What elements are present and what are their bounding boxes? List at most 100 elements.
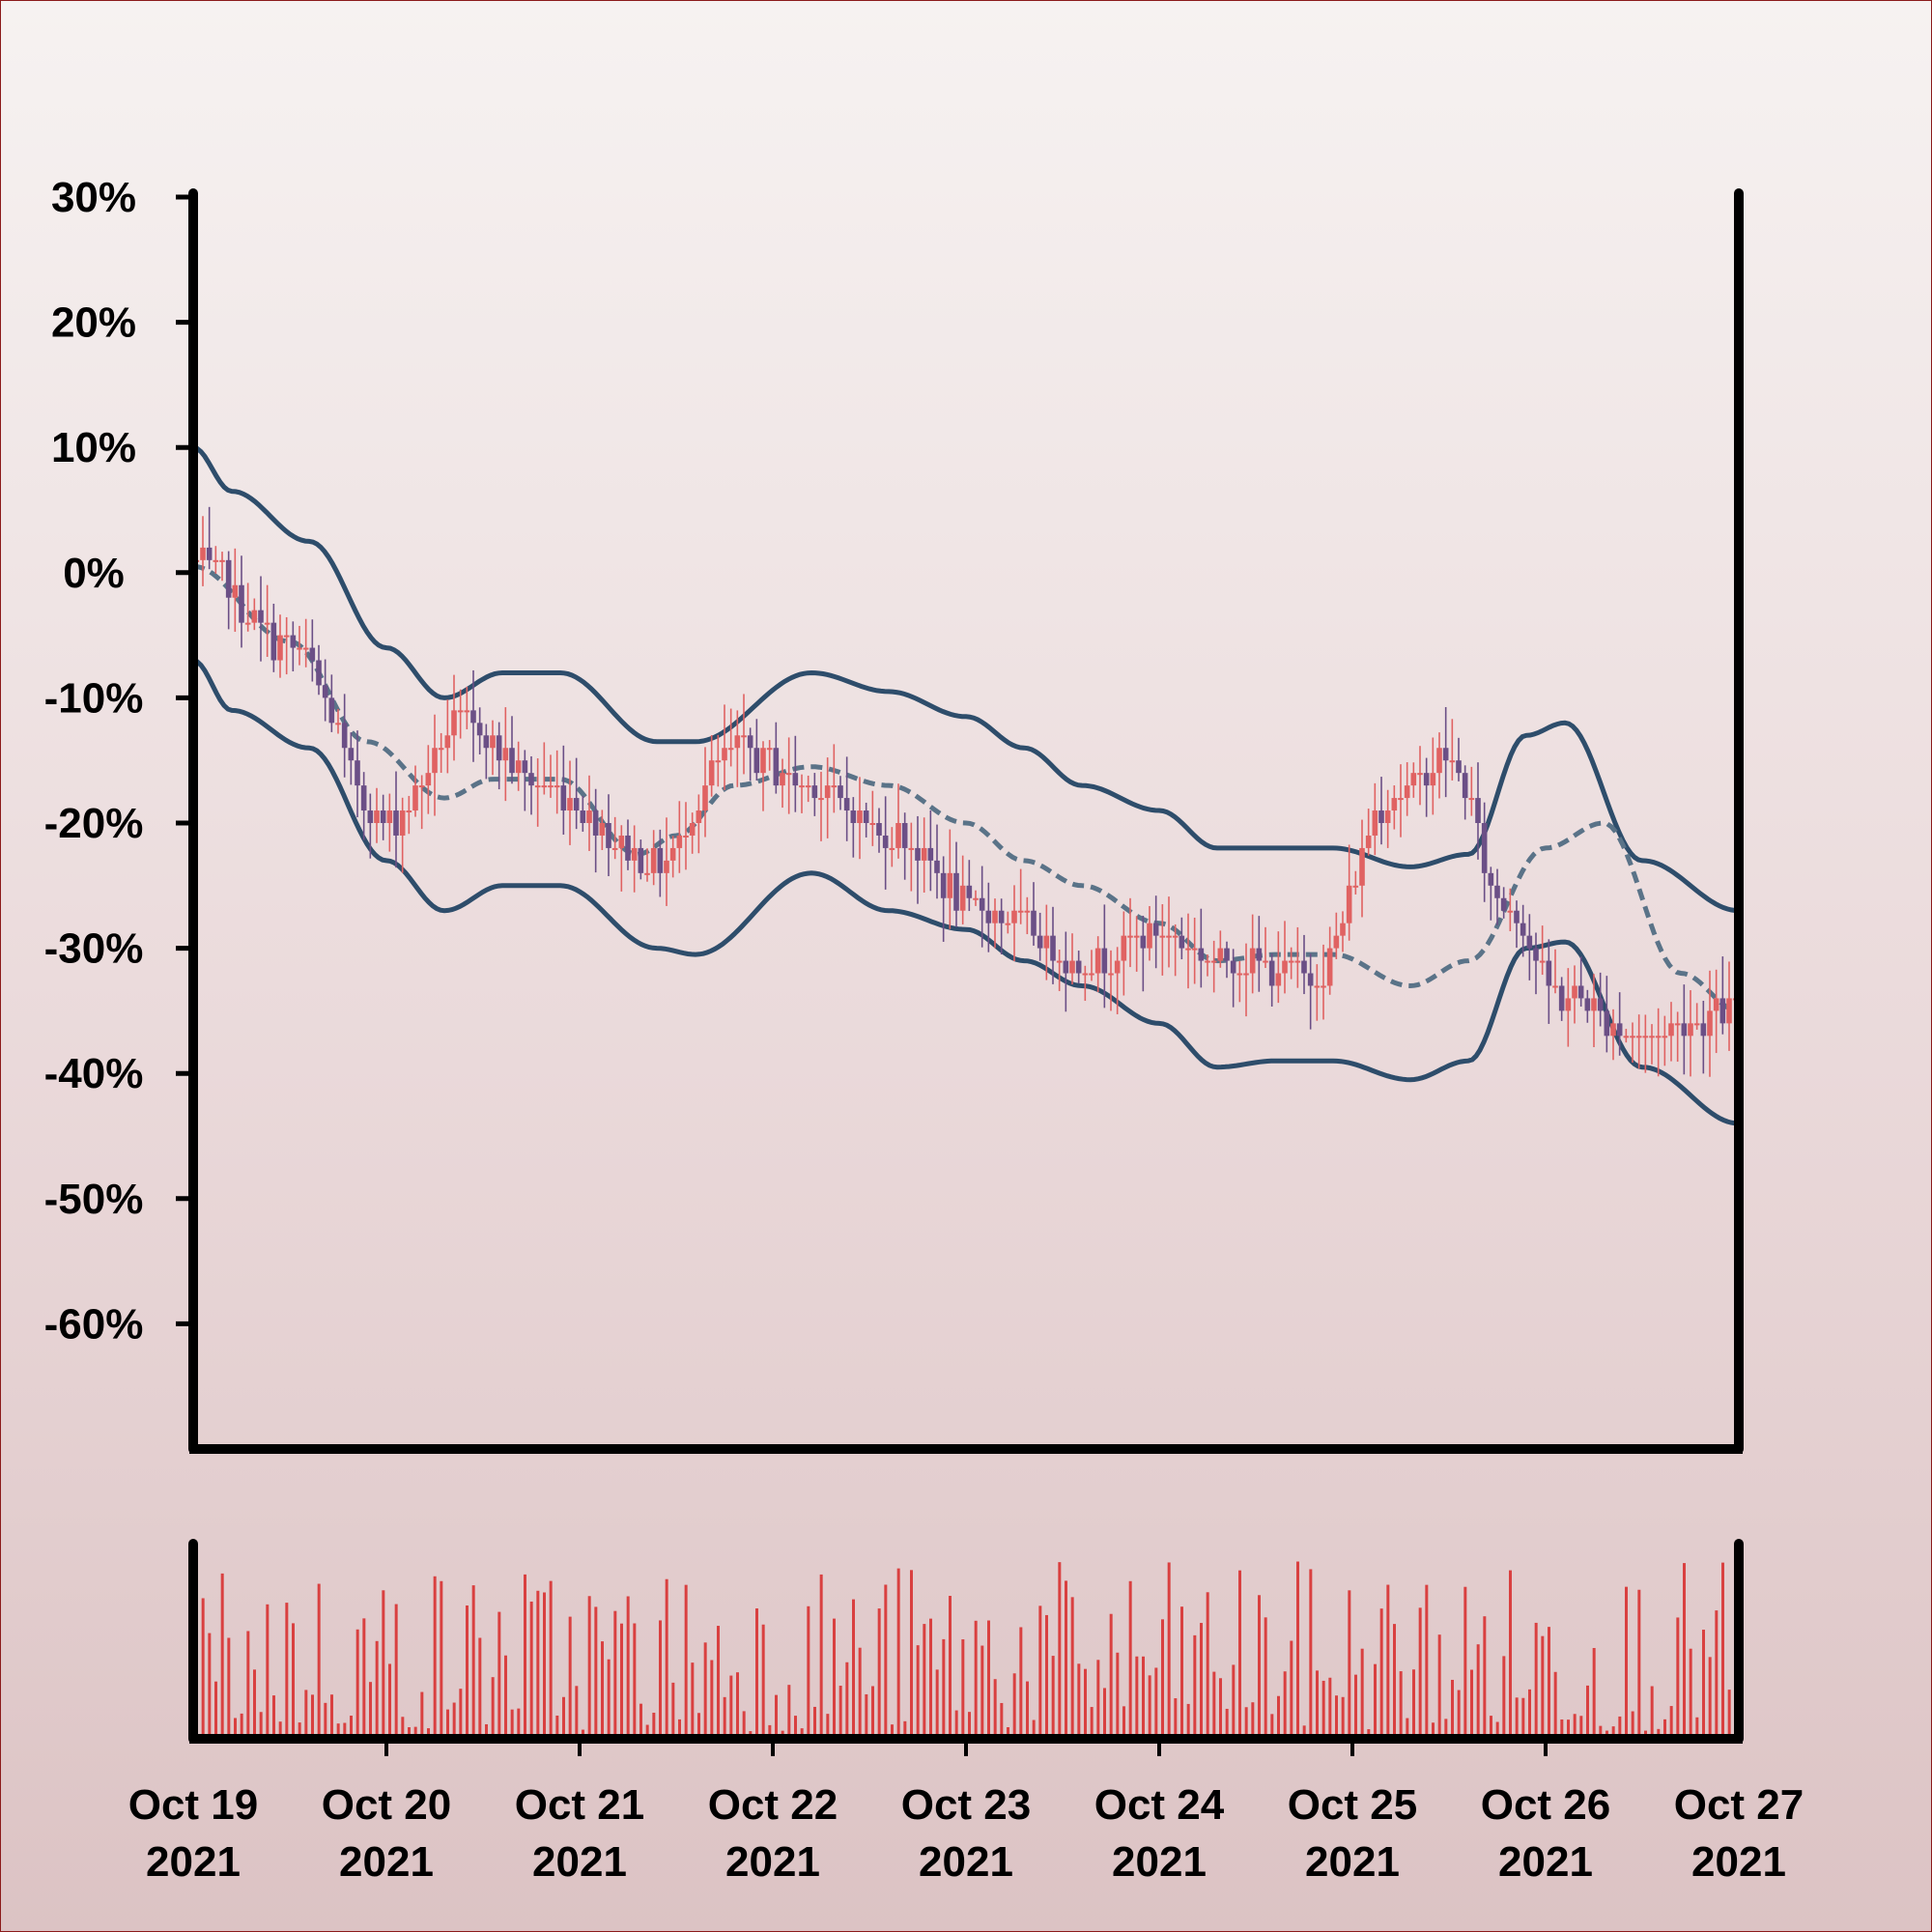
volume-bar [639, 1703, 642, 1735]
volume-bar [852, 1599, 855, 1735]
candle-body [1436, 748, 1442, 774]
candle-body [328, 697, 335, 724]
candle-body [1307, 973, 1314, 986]
upper-band-line [192, 444, 1740, 914]
candle-body [1263, 960, 1268, 963]
candle-body [1623, 1036, 1630, 1038]
volume-bar [1135, 1656, 1139, 1735]
volume-bar [942, 1638, 946, 1735]
volume-bar [1727, 1690, 1731, 1735]
candle-body [290, 635, 297, 648]
candle-body [722, 748, 727, 761]
volume-bar [220, 1573, 224, 1735]
candle-body [1558, 985, 1565, 1011]
candle-body [1037, 935, 1043, 949]
volume-bar [1463, 1586, 1467, 1735]
volume-bar [954, 1710, 958, 1735]
candle-body [1191, 948, 1198, 951]
candle-body [1488, 872, 1494, 886]
lower-band-line [192, 658, 1740, 1126]
y-tick-label: 20% [51, 299, 136, 347]
volume-bar [1341, 1696, 1345, 1735]
volume-bar [1302, 1725, 1306, 1735]
candle-body [464, 710, 470, 713]
y-tick-label: -40% [44, 1050, 144, 1097]
x-tick-label-month: Oct 21 [515, 1781, 645, 1829]
candle-body [1410, 773, 1417, 786]
volume-bar [1321, 1680, 1325, 1735]
volume-bar [401, 1717, 405, 1735]
candle-body [580, 810, 586, 823]
candle-body [367, 810, 374, 823]
volume-bar [1618, 1716, 1622, 1735]
volume-bar [497, 1611, 501, 1735]
volume-bar [1232, 1664, 1236, 1735]
volume-bar [935, 1669, 939, 1735]
candle-body [528, 773, 534, 786]
x-tick-label-month: Oct 24 [1094, 1781, 1225, 1829]
candle-body [1152, 923, 1159, 936]
candle-body [1417, 773, 1423, 776]
y-axis: 30% 20% 10% 0% -10% -20% -30% -40% -50% -60% [44, 174, 193, 1348]
candle-body [554, 785, 560, 788]
candle-body [1610, 1023, 1616, 1037]
volume-bar [1103, 1688, 1106, 1735]
candle-body [1707, 1010, 1713, 1037]
candle-body [200, 547, 206, 560]
volume-bar [485, 1723, 488, 1735]
volume-bar [607, 1659, 611, 1735]
volume-bar [504, 1655, 507, 1735]
volume-bar [1348, 1590, 1351, 1735]
volume-bar [717, 1626, 720, 1735]
volume-bar [1012, 1673, 1016, 1735]
candle-body [432, 748, 438, 774]
candle-body [316, 660, 322, 686]
volume-bar [1676, 1617, 1680, 1735]
candle-body [1604, 1010, 1610, 1037]
volume-bar [1406, 1718, 1409, 1735]
candle-body [586, 810, 592, 823]
candle-body [1031, 910, 1037, 936]
volume-bar [838, 1686, 842, 1735]
volume-bar [1573, 1714, 1577, 1735]
volume-bar [601, 1641, 604, 1735]
candle-body [1140, 935, 1147, 949]
candle-body [406, 810, 412, 813]
volume-bar [1193, 1634, 1197, 1735]
candle-body [664, 860, 669, 873]
candle-body [676, 835, 683, 848]
candle-body [341, 723, 348, 749]
volume-bar [427, 1728, 430, 1735]
volume-bar [1605, 1730, 1608, 1735]
volume-bar [1161, 1619, 1164, 1735]
candle-body [1301, 960, 1307, 974]
candle-body [831, 785, 838, 788]
candle-body [232, 584, 239, 598]
candle-body [1597, 998, 1604, 1011]
volume-bar [227, 1637, 231, 1735]
candle-body [1127, 935, 1133, 938]
candle-body [850, 810, 857, 823]
candle-body [838, 785, 843, 799]
x-tick-label-year: 2021 [1112, 1838, 1207, 1886]
volume-bar [278, 1721, 282, 1735]
candle-body [1500, 897, 1507, 911]
volume-bar [562, 1696, 565, 1735]
candle-body [998, 910, 1005, 923]
y-tick-label: 10% [51, 424, 136, 471]
candle-body [1352, 885, 1359, 888]
volume-bar [433, 1576, 437, 1735]
volume-bar [1708, 1657, 1712, 1735]
candle-body [618, 835, 625, 848]
volume-bar [420, 1691, 424, 1735]
volume-bar [819, 1574, 823, 1735]
candle-body [1359, 847, 1365, 886]
candle-body [780, 773, 785, 786]
candle-body [1275, 973, 1282, 986]
candle-body [277, 635, 283, 661]
volume-bar [1290, 1640, 1293, 1735]
volume-bar [575, 1686, 579, 1735]
middle-band-line [192, 563, 1740, 1013]
volume-bar [626, 1596, 630, 1735]
volume-bar [382, 1590, 385, 1735]
